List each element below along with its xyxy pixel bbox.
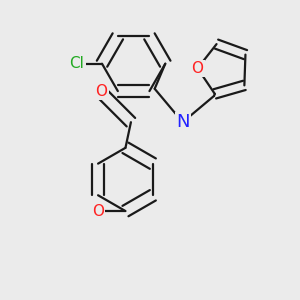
Text: O: O — [92, 204, 104, 219]
Text: O: O — [95, 84, 107, 99]
Text: O: O — [192, 61, 204, 76]
Text: N: N — [176, 113, 190, 131]
Text: Cl: Cl — [70, 56, 84, 71]
